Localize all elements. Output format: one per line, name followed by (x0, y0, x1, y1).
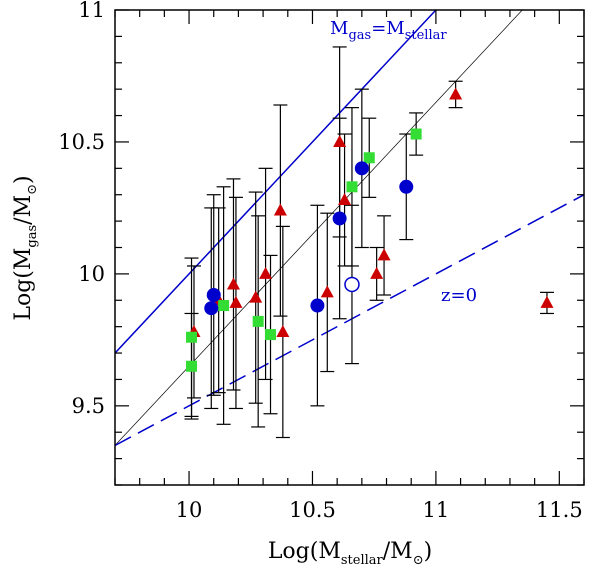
triangle-point (249, 290, 263, 303)
triangle-point (540, 295, 554, 308)
circle-point (204, 301, 219, 316)
square-point (346, 181, 358, 193)
triangle-point (229, 295, 243, 308)
z0-relation-line (115, 194, 584, 447)
y-axis-title: Log(Mgas/M⊙) (11, 175, 40, 320)
triangle-point (370, 266, 384, 279)
y-tick-label: 10.5 (58, 130, 105, 154)
triangle-point (276, 324, 290, 337)
square-point (186, 360, 198, 372)
x-tick-label: 10.5 (289, 498, 336, 522)
square-point (363, 152, 375, 164)
x-tick-label: 10 (176, 498, 203, 522)
triangle-point (273, 203, 287, 216)
plot-frame (114, 9, 585, 486)
circle-point (354, 161, 369, 176)
circle-point (332, 211, 347, 226)
triangle-point (259, 266, 273, 279)
mgas-equals-mstellar-label: Mgas=Mstellar (330, 18, 447, 43)
y-tick-label: 9.5 (72, 394, 105, 418)
one-to-one-line (115, 10, 523, 446)
circle-point (206, 288, 221, 302)
x-tick-label: 11.5 (536, 498, 583, 522)
z0-relation-label: z=0 (441, 285, 477, 306)
square-point (252, 315, 264, 327)
y-tick-label: 10 (78, 262, 105, 286)
circle-point (399, 179, 414, 194)
square-point (218, 300, 230, 312)
open-circle-point (344, 276, 360, 293)
triangle-point (449, 87, 463, 100)
y-tick-label: 11 (78, 0, 105, 22)
triangle-point (377, 248, 391, 261)
mgas-equals-mstellar-line (115, 10, 437, 354)
square-point (265, 329, 277, 341)
square-point (186, 331, 198, 343)
triangle-point (226, 277, 240, 290)
triangle-point (333, 134, 347, 147)
triangle-point (320, 285, 334, 298)
x-axis-title: Log(Mstellar/M⊙) (268, 539, 432, 566)
x-tick-label: 11 (423, 498, 450, 522)
circle-point (310, 298, 325, 313)
square-point (410, 128, 422, 140)
triangle-point (338, 193, 352, 205)
